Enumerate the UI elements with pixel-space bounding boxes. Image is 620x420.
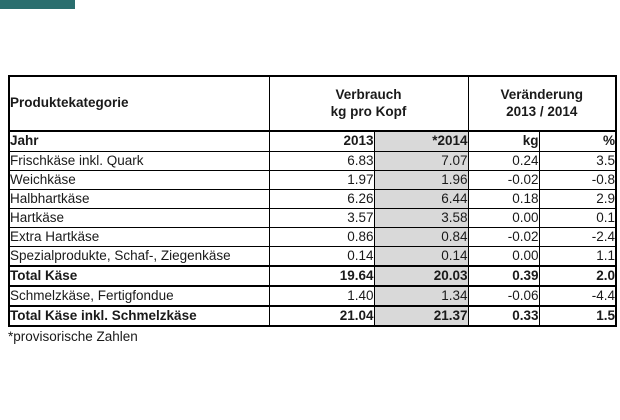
table-row: Total Käse inkl. Schmelzkäse 21.04 21.37 0.… xyxy=(8,305,617,327)
change-kg-cell: -0.06 xyxy=(467,285,540,307)
change-kg-cell: 0.39 xyxy=(467,265,540,287)
table-row: Halbhartkäse 6.26 6.44 0.18 2.9 xyxy=(8,189,617,209)
value-2013-cell: 6.26 xyxy=(268,189,375,209)
column-group-verbrauch: Verbrauch kg pro Kopf xyxy=(268,75,469,132)
change-kg-cell: 0.18 xyxy=(467,189,540,209)
row-label-cell: Total Käse inkl. Schmelzkäse xyxy=(8,305,270,327)
row-label-cell: Halbhartkäse xyxy=(8,189,270,209)
row-label-cell: Hartkäse xyxy=(8,208,270,228)
value-2014-cell: 3.58 xyxy=(373,208,469,228)
table-row: Hartkäse 3.57 3.58 0.00 0.1 xyxy=(8,208,617,228)
value-2013-cell: 21.04 xyxy=(268,305,375,327)
veraenderung-line2: 2013 / 2014 xyxy=(506,103,578,119)
change-percent-cell: 1.1 xyxy=(538,246,617,267)
row-label-cell: Weichkäse xyxy=(8,170,270,190)
table-row: Frischkäse inkl. Quark 6.83 7.07 0.24 3.5 xyxy=(8,151,617,171)
table-header-row: Produktekategorie Verbrauch kg pro Kopf … xyxy=(8,75,617,132)
veraenderung-line1: Veränderung xyxy=(500,87,584,103)
change-kg-cell: -0.02 xyxy=(467,170,540,190)
value-2014-cell: 21.37 xyxy=(373,305,469,327)
row-label-cell: Schmelzkäse, Fertigfondue xyxy=(8,285,270,307)
subheader-2014: *2014 xyxy=(373,130,469,152)
table-row: Weichkäse 1.97 1.96 -0.02 -0.8 xyxy=(8,170,617,190)
change-percent-cell: 1.5 xyxy=(538,305,617,327)
table-body: Frischkäse inkl. Quark 6.83 7.07 0.24 3.5 Wei… xyxy=(8,151,617,327)
change-kg-cell: 0.00 xyxy=(467,246,540,267)
row-label-cell: Total Käse xyxy=(8,265,270,287)
value-2013-cell: 1.40 xyxy=(268,285,375,307)
change-kg-cell: 0.33 xyxy=(467,305,540,327)
table-row: Spezialprodukte, Schaf-, Ziegenkäse 0.14 0… xyxy=(8,246,617,267)
subheader-percent: % xyxy=(538,130,617,152)
change-kg-cell: -0.02 xyxy=(467,227,540,247)
change-percent-cell: 3.5 xyxy=(538,151,617,171)
change-percent-cell: -4.4 xyxy=(538,285,617,307)
value-2014-cell: 1.96 xyxy=(373,170,469,190)
verbrauch-line2: kg pro Kopf xyxy=(330,103,407,119)
change-percent-cell: -0.8 xyxy=(538,170,617,190)
column-header-produktekategorie: Produktekategorie xyxy=(8,75,270,132)
column-group-veraenderung: Veränderung 2013 / 2014 xyxy=(467,75,617,132)
table-row: Schmelzkäse, Fertigfondue 1.40 1.34 -0.06 -4… xyxy=(8,285,617,307)
change-kg-cell: 0.00 xyxy=(467,208,540,228)
change-percent-cell: -2.4 xyxy=(538,227,617,247)
value-2014-cell: 20.03 xyxy=(373,265,469,287)
value-2014-cell: 6.44 xyxy=(373,189,469,209)
footnote-provisional: *provisorische Zahlen xyxy=(8,329,138,344)
value-2014-cell: 0.84 xyxy=(373,227,469,247)
table-subheader-row: Jahr 2013 *2014 kg % xyxy=(8,130,617,152)
change-percent-cell: 2.9 xyxy=(538,189,617,209)
subheader-jahr: Jahr xyxy=(8,130,270,152)
change-percent-cell: 2.0 xyxy=(538,265,617,287)
value-2013-cell: 3.57 xyxy=(268,208,375,228)
value-2014-cell: 1.34 xyxy=(373,285,469,307)
table-row: Extra Hartkäse 0.86 0.84 -0.02 -2.4 xyxy=(8,227,617,247)
value-2013-cell: 19.64 xyxy=(268,265,375,287)
value-2014-cell: 7.07 xyxy=(373,151,469,171)
change-kg-cell: 0.24 xyxy=(467,151,540,171)
subheader-2013: 2013 xyxy=(268,130,375,152)
row-label-cell: Spezialprodukte, Schaf-, Ziegenkäse xyxy=(8,246,270,267)
value-2014-cell: 0.14 xyxy=(373,246,469,267)
subheader-kg: kg xyxy=(467,130,540,152)
value-2013-cell: 0.14 xyxy=(268,246,375,267)
verbrauch-line1: Verbrauch xyxy=(335,87,402,103)
change-percent-cell: 0.1 xyxy=(538,208,617,228)
row-label-cell: Extra Hartkäse xyxy=(8,227,270,247)
value-2013-cell: 1.97 xyxy=(268,170,375,190)
table-row: Total Käse 19.64 20.03 0.39 2.0 xyxy=(8,265,617,287)
cheese-consumption-table: Produktekategorie Verbrauch kg pro Kopf … xyxy=(8,75,617,327)
value-2013-cell: 0.86 xyxy=(268,227,375,247)
top-accent-bar xyxy=(0,0,75,9)
row-label-cell: Frischkäse inkl. Quark xyxy=(8,151,270,171)
value-2013-cell: 6.83 xyxy=(268,151,375,171)
